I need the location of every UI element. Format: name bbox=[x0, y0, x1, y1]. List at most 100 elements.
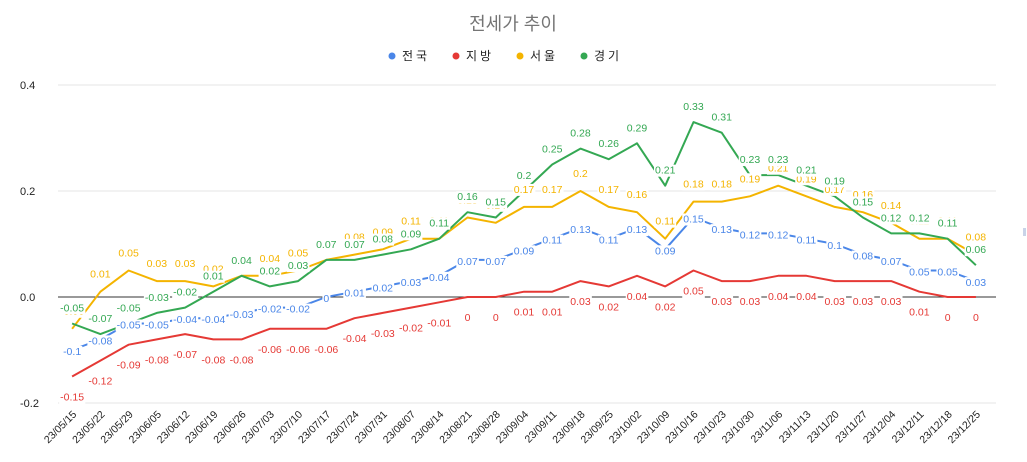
data-label-23-08-28: 0.15 bbox=[486, 197, 507, 209]
data-label-23-07-10: -0.06 bbox=[286, 344, 310, 356]
data-label-bg bbox=[851, 196, 875, 209]
data-label-bg bbox=[172, 286, 199, 299]
data-label-23-06-26: -0.08 bbox=[230, 354, 254, 366]
data-label-23-07-24: -0.04 bbox=[343, 333, 367, 345]
data-label-23-10-16: 0.15 bbox=[683, 214, 704, 226]
data-label-bg bbox=[371, 282, 395, 295]
data-label-bg bbox=[512, 245, 536, 258]
data-label-23-07-24: 0.07 bbox=[344, 239, 365, 251]
data-label-bg bbox=[682, 178, 705, 191]
data-label-bg bbox=[795, 234, 818, 247]
data-label-23-10-16: 0.05 bbox=[683, 286, 704, 298]
data-label-23-10-09: 0.11 bbox=[655, 216, 675, 228]
data-label-23-08-07: -0.02 bbox=[399, 323, 423, 335]
data-label-23-06-26: -0.03 bbox=[230, 309, 254, 321]
data-label-bg bbox=[426, 317, 453, 330]
data-label-bg bbox=[200, 314, 227, 327]
data-label-bg bbox=[59, 302, 86, 315]
data-label-bg bbox=[341, 333, 368, 346]
data-label-23-08-21: 0.16 bbox=[457, 191, 478, 203]
data-label-23-08-14: -0.01 bbox=[427, 317, 451, 329]
data-label-bg bbox=[87, 375, 114, 388]
data-label-23-07-31: 0.02 bbox=[373, 282, 394, 294]
data-label-23-07-03: 0.02 bbox=[260, 265, 281, 277]
data-label-23-12-25: 0.03 bbox=[966, 277, 987, 289]
data-label-bg bbox=[398, 322, 425, 335]
data-label-23-06-19: 0.01 bbox=[203, 271, 224, 283]
data-label-23-07-24: 0.01 bbox=[344, 288, 365, 300]
data-label-bg bbox=[484, 255, 508, 268]
scroll-indicator[interactable] bbox=[1023, 228, 1026, 236]
data-label-23-09-04: 0.17 bbox=[514, 184, 535, 196]
data-label-23-11-06: 0.23 bbox=[768, 154, 789, 166]
data-label-bg bbox=[541, 183, 564, 196]
data-label-23-09-04: 0.09 bbox=[514, 245, 535, 257]
data-label-bg bbox=[172, 349, 199, 362]
data-label-bg bbox=[87, 313, 114, 326]
data-label-bg bbox=[738, 229, 762, 242]
data-label-bg bbox=[766, 154, 790, 167]
data-label-23-09-04: 0.2 bbox=[517, 170, 532, 182]
data-label-23-06-05: 0.03 bbox=[147, 258, 168, 270]
data-label-23-12-25: 0 bbox=[973, 312, 979, 324]
data-label-23-10-09: 0.02 bbox=[655, 301, 676, 313]
data-label-bg bbox=[313, 343, 340, 356]
data-label-bg bbox=[766, 290, 790, 303]
data-label-bg bbox=[286, 260, 310, 273]
data-label-bg bbox=[399, 277, 423, 290]
data-label-23-10-30: 0.19 bbox=[740, 173, 761, 185]
data-label-23-06-12: -0.04 bbox=[173, 314, 197, 326]
data-label-bg bbox=[738, 296, 762, 309]
data-label-bg bbox=[371, 233, 395, 246]
data-label-23-05-29: -0.05 bbox=[117, 320, 141, 332]
data-label-23-05-22: 0.01 bbox=[90, 269, 111, 281]
data-label-23-06-05: -0.05 bbox=[145, 320, 169, 332]
data-label-bg bbox=[456, 191, 479, 204]
data-label-bg bbox=[59, 391, 86, 404]
data-label-bg bbox=[653, 301, 677, 314]
data-label-bg bbox=[256, 303, 283, 316]
data-label-bg bbox=[597, 301, 621, 314]
legend-marker bbox=[388, 52, 396, 60]
data-label-23-11-20: 0.19 bbox=[824, 175, 845, 187]
data-label-bg bbox=[428, 217, 451, 230]
data-label-23-10-16: 0.18 bbox=[683, 179, 704, 191]
data-label-23-06-12: -0.07 bbox=[173, 349, 197, 361]
data-label-23-10-02: 0.13 bbox=[627, 224, 648, 236]
data-label-bg bbox=[569, 224, 592, 237]
data-label-bg bbox=[202, 270, 225, 283]
data-label-bg bbox=[173, 258, 197, 271]
data-label-23-12-04: 0.12 bbox=[881, 212, 902, 224]
data-label-23-12-11: 0.01 bbox=[909, 307, 930, 319]
data-label-bg bbox=[971, 312, 980, 324]
data-label-23-08-21: 0 bbox=[465, 312, 471, 324]
data-label-23-08-28: 0.07 bbox=[486, 256, 507, 268]
data-label-bg bbox=[569, 127, 592, 140]
data-label-23-07-03: 0.04 bbox=[260, 253, 281, 265]
data-label-23-05-15: -0.1 bbox=[63, 346, 81, 358]
data-label-23-09-11: 0.25 bbox=[542, 144, 563, 156]
data-label-23-09-18: 0.2 bbox=[573, 168, 588, 180]
data-label-23-10-30: 0.03 bbox=[740, 296, 761, 308]
data-label-23-07-17: -0.06 bbox=[314, 344, 338, 356]
data-label-bg bbox=[145, 258, 169, 271]
data-label-23-07-10: 0.05 bbox=[288, 248, 309, 260]
data-label-bg bbox=[200, 354, 227, 367]
data-label-23-09-25: 0.02 bbox=[599, 301, 620, 313]
data-label-23-09-11: 0.01 bbox=[542, 307, 563, 319]
data-label-bg bbox=[964, 231, 988, 244]
data-label-bg bbox=[936, 266, 960, 279]
data-label-23-08-14: 0.04 bbox=[429, 272, 450, 284]
data-label-23-12-11: 0.05 bbox=[909, 267, 930, 279]
data-label-bg bbox=[597, 234, 620, 247]
data-label-bg bbox=[456, 255, 479, 268]
data-label-bg bbox=[115, 302, 142, 315]
data-label-23-06-12: 0.03 bbox=[175, 258, 196, 270]
data-label-23-07-03: -0.06 bbox=[258, 344, 282, 356]
y-tick-label: 0.4 bbox=[20, 80, 35, 92]
data-label-23-08-14: 0.11 bbox=[429, 218, 449, 230]
data-label-23-05-29: -0.05 bbox=[117, 303, 141, 315]
legend-marker bbox=[516, 52, 524, 60]
chart-grid bbox=[58, 84, 996, 404]
data-label-23-09-11: 0.11 bbox=[542, 235, 562, 247]
